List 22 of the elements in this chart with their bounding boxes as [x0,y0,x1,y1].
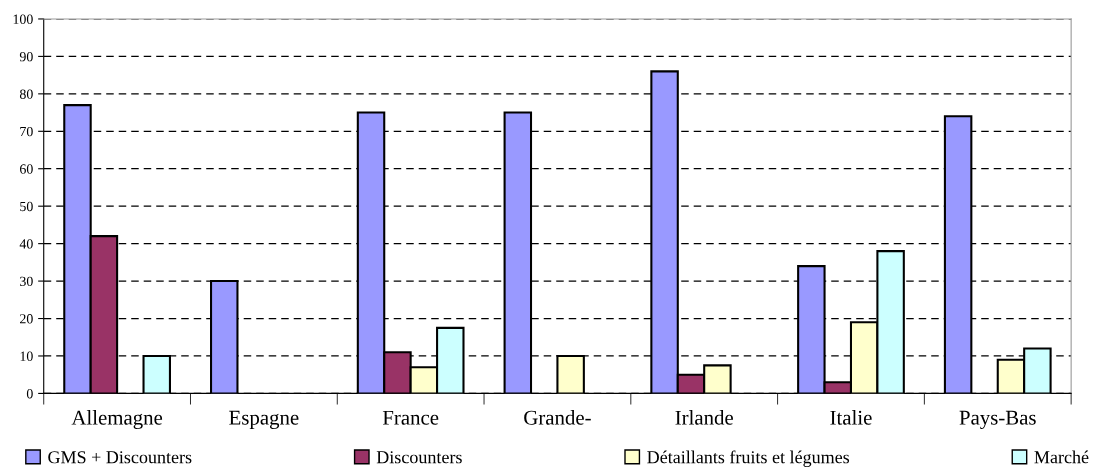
y-tick-label: 100 [13,14,33,24]
y-tick-label: 90 [19,51,33,62]
legend-label: Marché [1034,450,1089,464]
y-tick-label: 70 [20,126,33,137]
x-tick-label: Italie [830,410,872,425]
legend-label: GMS + Discounters [48,451,192,464]
x-tick-label: France [382,410,439,425]
y-tick-label: 30 [20,276,33,287]
y-tick-label: 10 [20,351,33,361]
x-tick-label: Allemagne [71,410,163,430]
x-tick-label: Irlande [675,410,733,425]
legend-label: Détaillants fruits et légumes [647,450,850,468]
x-tick-label: Pays-Bas [959,410,1036,429]
y-tick-label: 20 [20,314,33,324]
y-tick-label: 80 [19,89,33,99]
y-tick-label: 60 [20,164,33,174]
x-tick-label: Espagne [229,410,299,429]
legend-label: Discounters [376,451,462,464]
y-tick-label: 0 [26,389,33,399]
y-tick-label: 50 [20,201,33,212]
y-tick-label: 40 [19,239,33,249]
x-tick-label: Grande- [524,410,591,425]
